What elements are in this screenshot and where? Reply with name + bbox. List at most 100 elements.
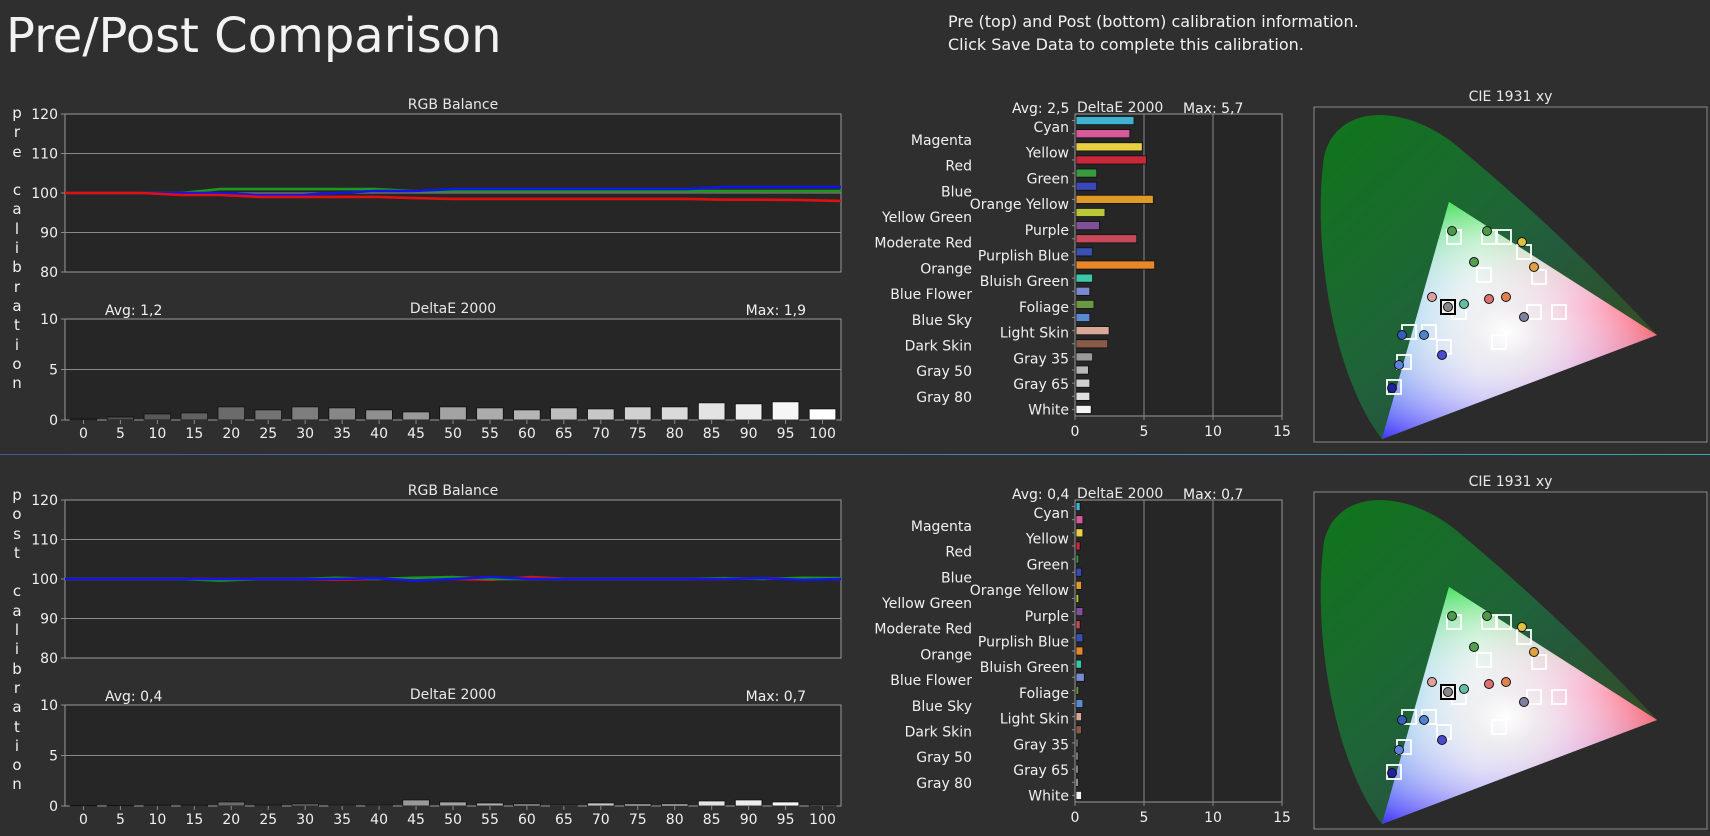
x-tick-label: 80 [666,812,684,828]
bar [1075,234,1138,244]
y-tick-label: 100 [31,186,58,202]
measured-marker [1482,226,1492,236]
category-label: Dark Skin [905,338,972,354]
x-tick-label: 25 [259,426,277,442]
bar [1075,777,1079,787]
measured-marker [1501,292,1511,302]
bar [624,406,652,421]
bar [180,412,209,421]
measured-marker [1484,679,1494,689]
y-tick-label: 100 [31,572,58,588]
x-tick-label: 10 [148,426,166,442]
side-label-letter: l [14,219,20,238]
bar [439,406,467,421]
side-label-letter: a [12,698,22,717]
side-label-letter: n [12,374,22,393]
bar [1075,751,1079,761]
target-marker [1491,334,1507,350]
x-tick-label: 95 [777,812,795,828]
calibration-info: Pre (top) and Post (bottom) calibration … [948,10,1359,56]
max-label: Max: 5,7 [1183,101,1243,117]
bar [697,402,726,421]
side-label-letter: a [12,296,22,315]
bar [587,408,615,421]
bar [513,409,541,421]
x-tick-label: 50 [444,426,462,442]
x-tick-label: 15 [1273,810,1291,826]
x-tick-label: 5 [116,426,125,442]
x-tick-label: 65 [555,812,573,828]
x-tick-label: 0 [79,812,88,828]
bar [1075,725,1082,735]
category-label: Yellow [1025,532,1069,548]
bar [217,406,245,421]
x-tick-label: 45 [407,812,425,828]
max-label: Max: 1,9 [746,303,806,319]
bar [1075,299,1095,309]
category-label: Bluish Green [980,660,1069,676]
chart-title: CIE 1931 xy [1469,474,1553,490]
category-label: Green [1027,557,1069,573]
category-label: White [1028,789,1069,805]
target-marker [1386,764,1402,780]
chart-title: DeltaE 2000 [1077,486,1163,502]
measured-marker [1469,257,1479,267]
max-label: Max: 0,7 [746,689,806,705]
bar [365,409,393,421]
plot-area [1074,499,1283,803]
bar [328,407,356,421]
side-label-letter: s [13,524,21,543]
target-marker [1496,614,1512,630]
side-label-letter: a [12,200,22,219]
category-label: Orange [920,647,972,663]
category-label: Bluish Green [980,274,1069,290]
measured-marker [1519,312,1529,322]
target-marker [1526,304,1542,320]
chart-title: RGB Balance [408,97,498,113]
y-tick-label: 120 [31,493,58,509]
measured-marker [1517,622,1527,632]
x-tick-label: 85 [703,812,721,828]
side-label-letter: i [14,239,20,258]
bar [1075,594,1080,603]
x-tick-label: 20 [222,426,240,442]
pre-rgb-balance: RGB Balance 80 90 100 110 120 [31,97,842,281]
bar [1075,738,1079,748]
category-label: Cyan [1033,506,1069,522]
x-tick-label: 75 [629,426,647,442]
x-tick-label: 15 [185,812,203,828]
bar [734,403,763,421]
y-tick-label: 110 [31,147,58,163]
bar [1075,208,1106,217]
bar [1075,712,1082,722]
measured-marker [1419,715,1429,725]
x-tick-label: 0 [1071,810,1080,826]
x-tick-label: 0 [79,426,88,442]
bar [624,803,652,807]
post-cie: CIE 1931 xy [1313,474,1708,830]
category-label: Light Skin [1000,712,1069,728]
side-label-letter: t [14,717,20,736]
side-label-letter: t [14,316,20,335]
info-line-1: Pre (top) and Post (bottom) calibration … [948,12,1359,31]
target-marker [1491,719,1507,735]
x-tick-label: 75 [629,812,647,828]
bar [771,401,800,421]
x-tick-label: 85 [703,426,721,442]
bar [1075,790,1082,800]
bar [254,804,282,807]
pre-deltae-colors: DeltaE 2000 Avg: 2,5 Max: 5,7 0 5 10 15 Cyan Mag… [874,100,1291,440]
x-tick-label: 90 [740,812,758,828]
measured-marker [1484,294,1494,304]
y-tick-label: 10 [40,312,58,328]
bar [180,804,209,807]
bar [1075,646,1084,656]
measured-marker [1387,768,1397,778]
category-label: Gray 50 [916,750,972,766]
y-tick-label: 0 [49,413,58,429]
category-label: Yellow [1025,146,1069,162]
category-label: Blue [941,184,972,200]
